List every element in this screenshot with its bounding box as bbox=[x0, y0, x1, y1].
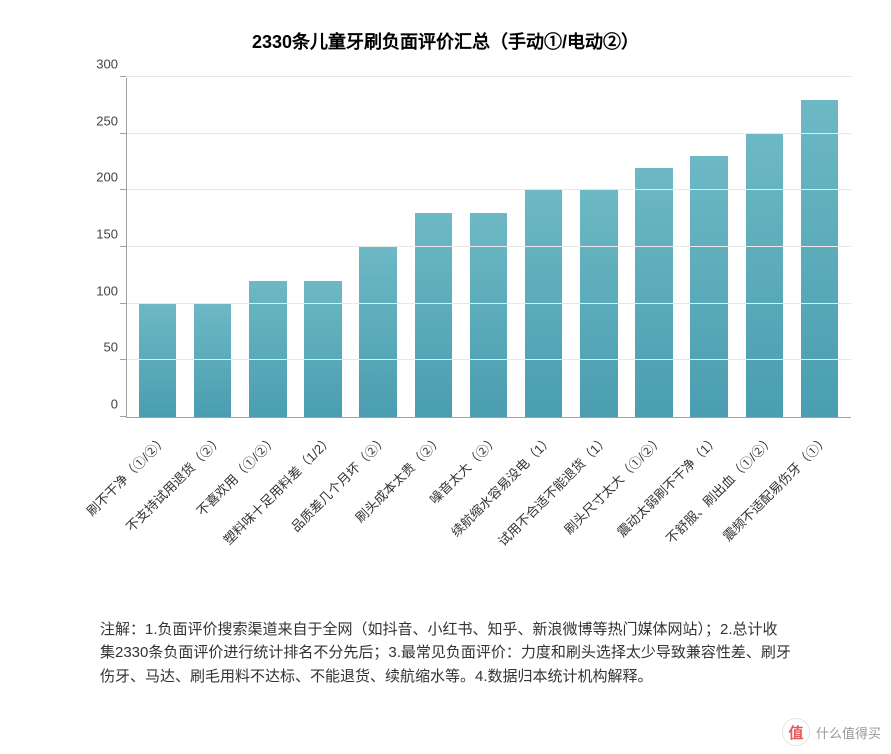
bars-container bbox=[126, 78, 851, 417]
x-tick-label: 续航缩水容易没电（1） bbox=[447, 430, 557, 540]
bar bbox=[580, 190, 618, 417]
bar-slot bbox=[295, 78, 350, 417]
footnote-text: 注解：1.负面评价搜索渠道来自于全网（如抖音、小红书、知乎、新浪微博等热门媒体网… bbox=[100, 618, 791, 688]
watermark-text: 什么值得买 bbox=[816, 723, 881, 742]
chart: 050100150200250300 刷不干净（①/②）不支持试用退货（②）不喜… bbox=[90, 78, 851, 608]
x-tick-label: 不支持试用退货（②） bbox=[121, 430, 226, 535]
y-tick-label: 150 bbox=[96, 228, 118, 241]
x-tick-label: 刷头尺寸太大（①/②） bbox=[559, 430, 667, 538]
y-axis-line bbox=[126, 78, 127, 417]
bar-slot bbox=[240, 78, 295, 417]
grid-line bbox=[126, 246, 851, 247]
bar bbox=[801, 100, 839, 417]
y-tick-label: 300 bbox=[96, 58, 118, 71]
bar bbox=[525, 190, 563, 417]
watermark: 值 什么值得买 bbox=[782, 718, 881, 746]
grid-line bbox=[126, 303, 851, 304]
y-axis: 050100150200250300 bbox=[90, 78, 126, 417]
y-tick-label: 200 bbox=[96, 171, 118, 184]
y-tick-label: 100 bbox=[96, 284, 118, 297]
watermark-badge-icon: 值 bbox=[782, 718, 810, 746]
bar-slot bbox=[571, 78, 626, 417]
grid-line bbox=[126, 133, 851, 134]
bar bbox=[359, 247, 397, 417]
grid-line bbox=[126, 359, 851, 360]
plot-area: 050100150200250300 bbox=[126, 78, 851, 418]
bar bbox=[249, 281, 287, 417]
bar-slot bbox=[516, 78, 571, 417]
bar-slot bbox=[737, 78, 792, 417]
grid-line bbox=[126, 76, 851, 77]
x-tick-label: 震动太弱刷不干净（1） bbox=[612, 430, 722, 540]
bar-slot bbox=[461, 78, 516, 417]
bar bbox=[470, 213, 508, 417]
bar-slot bbox=[406, 78, 461, 417]
y-tick-label: 50 bbox=[104, 341, 118, 354]
bar bbox=[304, 281, 342, 417]
bar-slot bbox=[185, 78, 240, 417]
bar-slot bbox=[626, 78, 681, 417]
x-axis-labels: 刷不干净（①/②）不支持试用退货（②）不喜欢用（①/②）塑料味十足用料差（1/2… bbox=[126, 418, 851, 608]
bar-slot bbox=[682, 78, 737, 417]
bar-slot bbox=[792, 78, 847, 417]
bar bbox=[635, 168, 673, 417]
x-tick-label: 震频不适配易伤牙（①） bbox=[718, 430, 833, 545]
chart-title: 2330条儿童牙刷负面评价汇总（手动①/电动②） bbox=[40, 28, 851, 54]
bar bbox=[415, 213, 453, 417]
bar bbox=[690, 156, 728, 417]
y-tick-label: 0 bbox=[111, 398, 118, 411]
grid-line bbox=[126, 189, 851, 190]
bar-slot bbox=[130, 78, 185, 417]
x-tick-label: 品质差几个月坏（②） bbox=[286, 430, 391, 535]
bar-slot bbox=[351, 78, 406, 417]
bar bbox=[746, 134, 784, 417]
y-tick-label: 250 bbox=[96, 114, 118, 127]
